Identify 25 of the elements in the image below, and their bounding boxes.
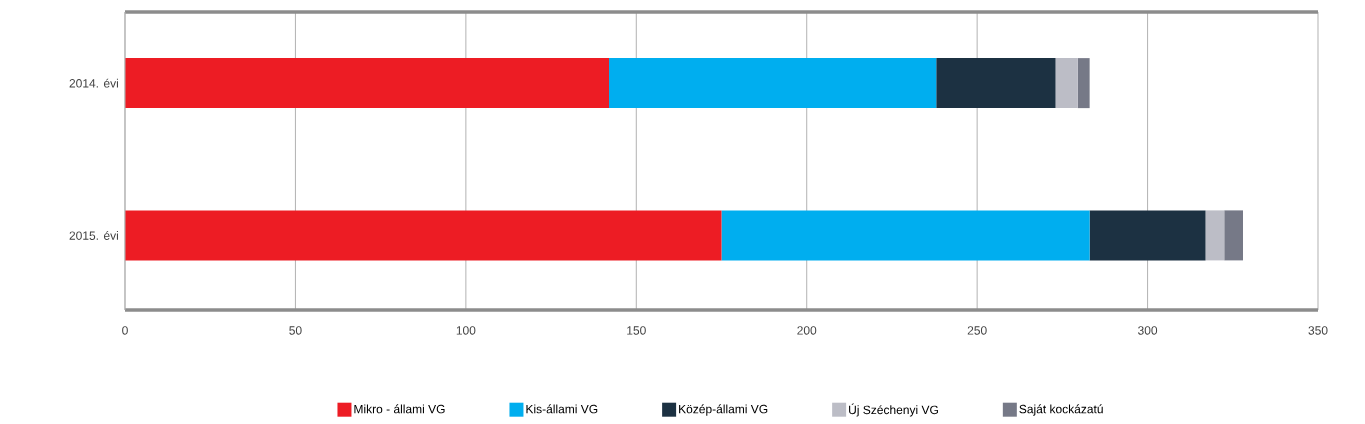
x-tick-label: 0 — [122, 326, 128, 335]
bar — [609, 58, 937, 109]
x-tick-label: 100 — [456, 326, 476, 335]
x-tick-label: 350 — [1308, 326, 1328, 335]
bar — [1055, 58, 1078, 109]
bar — [125, 210, 722, 261]
bar — [721, 210, 1090, 261]
y-tick-label: 2014. évi — [69, 78, 118, 88]
x-tick-label: 300 — [1138, 326, 1158, 335]
legend-label: Közép-állami VG — [679, 404, 768, 416]
legend-label: Saját kockázatú — [1019, 404, 1103, 416]
bar — [1205, 210, 1225, 261]
bar — [936, 58, 1056, 109]
legend-label: Kis-állami VG — [526, 404, 598, 414]
bar — [1077, 58, 1090, 109]
bar — [125, 58, 610, 109]
x-tick-label: 150 — [627, 326, 646, 335]
x-tick-label: 50 — [289, 326, 302, 335]
bar — [1089, 210, 1206, 261]
legend-label: Mikro - állami VG — [354, 404, 445, 414]
y-tick-label: 2015. évi — [69, 230, 118, 240]
bar — [1224, 210, 1244, 261]
x-tick-label: 200 — [797, 326, 817, 335]
x-tick-label: 250 — [967, 326, 987, 335]
legend-label: Új Széchenyi VG — [849, 403, 938, 417]
